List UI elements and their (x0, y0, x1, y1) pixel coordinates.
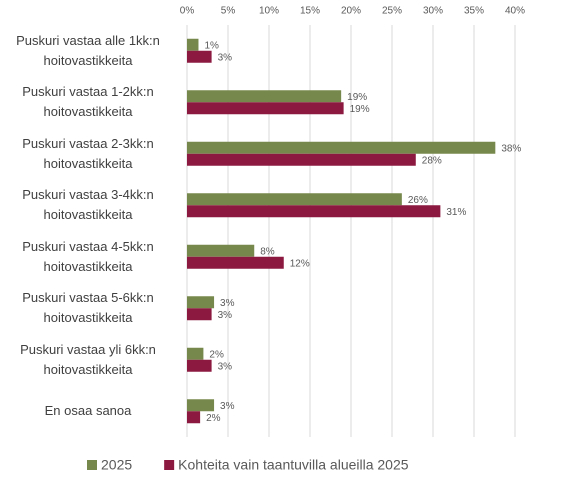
data-label: 1% (204, 40, 219, 51)
x-tick-label: 25% (382, 6, 402, 17)
x-tick-label: 20% (341, 6, 361, 17)
bar (187, 256, 284, 269)
legend-swatch (164, 460, 175, 470)
bar (187, 205, 441, 218)
data-label: 3% (218, 361, 233, 372)
y-tick-label: Puskuri vastaa 3-4kk:n hoitovastikkeita (22, 187, 154, 223)
data-label: 2% (209, 349, 224, 360)
data-label: 3% (218, 310, 233, 321)
y-tick-label: Puskuri vastaa 2-3kk:n hoitovastikkeita (22, 135, 154, 171)
data-label: 3% (218, 52, 233, 63)
bar (187, 90, 342, 103)
data-label: 38% (501, 143, 521, 154)
bar (187, 359, 212, 372)
data-label: 12% (290, 258, 310, 269)
x-tick-label: 40% (505, 6, 525, 17)
bar (187, 38, 199, 51)
bar (187, 411, 201, 424)
bar (187, 102, 344, 115)
y-tick-label: Puskuri vastaa alle 1kk:n hoitovastikkei… (16, 32, 160, 68)
data-label: 31% (446, 207, 466, 218)
data-label: 28% (422, 155, 442, 166)
legend-swatch (87, 460, 97, 470)
data-label: 26% (408, 195, 428, 206)
x-tick-label: 15% (300, 6, 320, 17)
x-tick-label: 5% (221, 6, 236, 17)
data-label: 8% (260, 246, 275, 257)
legend-label: 2025 (101, 457, 132, 473)
bar (187, 347, 204, 360)
x-tick-label: 10% (259, 6, 279, 17)
data-label: 3% (220, 401, 235, 412)
bar (187, 308, 212, 321)
x-tick-label: 35% (464, 6, 484, 17)
data-label: 19% (347, 92, 367, 103)
data-label: 3% (220, 298, 235, 309)
y-tick-label: En osaa sanoa (44, 403, 132, 419)
bar (187, 399, 215, 412)
bar (187, 193, 402, 206)
y-tick-label: Puskuri vastaa 4-5kk:n hoitovastikkeita (22, 238, 154, 274)
y-tick-label: Puskuri vastaa 5-6kk:n hoitovastikkeita (22, 290, 154, 326)
x-tick-label: 30% (423, 6, 443, 17)
bar (187, 141, 496, 154)
data-label: 19% (350, 104, 370, 115)
legend-label: Kohteita vain taantuvilla alueilla 2025 (178, 457, 409, 473)
x-tick-label: 0% (180, 6, 195, 17)
y-tick-label: Puskuri vastaa 1-2kk:n hoitovastikkeita (22, 84, 154, 120)
y-tick-label: Puskuri vastaa yli 6kk:n hoitovastikkeit… (20, 341, 156, 377)
bar (187, 244, 255, 257)
bar (187, 50, 212, 63)
data-label: 2% (206, 413, 221, 424)
bar (187, 153, 416, 166)
bar (187, 296, 215, 309)
